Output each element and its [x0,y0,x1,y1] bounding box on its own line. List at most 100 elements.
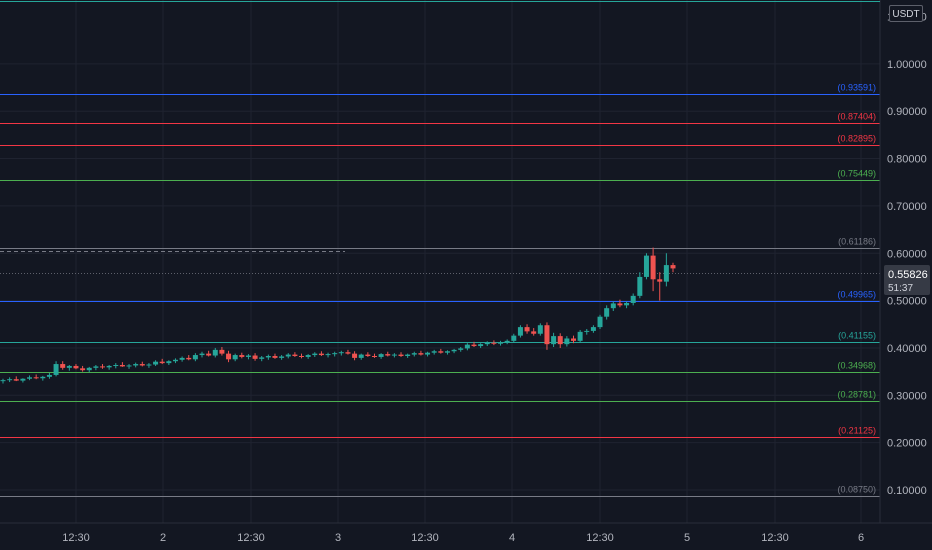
candle-body [597,316,603,328]
candle-body [405,354,411,356]
currency-selector[interactable]: USDT [889,5,923,22]
candle [491,340,497,346]
candle [604,305,610,320]
candle [46,373,52,379]
candle [239,352,245,359]
candle-body [60,364,66,368]
candle [192,353,198,362]
level-label: (0.08750) [837,485,876,495]
candle-body [338,352,344,354]
level-label: (0.28781) [837,390,876,400]
candle [245,354,251,360]
candle [398,352,404,357]
candle [617,299,623,308]
price-tick-label: 0.60000 [887,248,927,260]
current-price-value: 0.55826 [888,269,928,281]
candle [584,329,590,335]
candle [332,351,338,357]
horizontal-levels[interactable] [0,94,880,497]
candle-body [53,364,59,375]
candle [438,348,444,354]
candle-body [418,353,424,355]
time-tick-label: 3 [335,532,341,544]
candle [199,351,205,358]
candle-body [371,355,377,357]
candle [252,353,258,361]
candle-body [358,354,364,358]
candle-body [604,308,610,317]
candle-body [139,364,145,366]
candle [159,358,165,365]
candle-body [577,331,583,341]
candle [531,328,537,336]
candle [544,322,550,350]
price-tick-label: 0.10000 [887,485,927,497]
candle-body [478,344,484,347]
time-axis-background[interactable] [0,523,932,550]
candle [564,336,570,347]
candle [345,349,351,355]
candle-body [239,355,245,357]
candle-body [391,354,397,356]
candle-body [126,365,132,367]
level-label: (0.93591) [837,83,876,93]
candle [610,301,616,312]
candle [13,376,19,382]
candle-body [444,351,450,353]
candle [292,352,298,357]
candle [570,335,576,344]
candle [259,355,265,362]
candle [179,356,185,362]
price-axis-background[interactable] [880,0,932,523]
candle [478,343,484,348]
time-tick-label: 5 [684,532,690,544]
candle [504,339,510,345]
candle [471,341,477,348]
candle-body [352,353,358,358]
candle [498,340,504,346]
candle [219,347,225,356]
candle [391,353,397,358]
candle [33,374,39,380]
candle [153,360,159,366]
candle-body [0,380,6,382]
candle [60,361,66,370]
candle [458,347,464,352]
candle [73,364,79,370]
candle-body [20,378,26,381]
candle-body [245,355,251,357]
candle [352,351,358,361]
candle [378,353,384,359]
candle-body [252,355,258,359]
candle [637,272,643,299]
price-tick-label: 0.50000 [887,296,927,308]
candle-body [657,279,663,282]
candle [590,325,596,333]
candle-body [305,355,311,357]
candle [146,363,152,368]
level-label: (0.75449) [837,169,876,179]
candle [93,364,99,371]
candle [86,366,92,373]
candle [279,355,285,360]
candle-body [385,354,391,356]
candle [226,350,232,363]
candle [624,301,630,309]
candle-body [272,355,278,358]
time-tick-label: 12:30 [62,532,90,544]
candle-body [46,374,52,377]
candle-body [206,353,212,356]
candle [172,358,178,364]
candle-body [624,302,630,306]
candle-body [431,351,437,353]
current-price-badge: 0.55826 51:37 [884,265,930,295]
candle-body [557,336,563,345]
candle-body [33,377,39,379]
candle-body [13,379,19,381]
candle-body [219,349,225,354]
candle [657,272,663,301]
candle [551,332,557,348]
candle-body [670,265,676,269]
level-label: (0.49965) [837,290,876,300]
